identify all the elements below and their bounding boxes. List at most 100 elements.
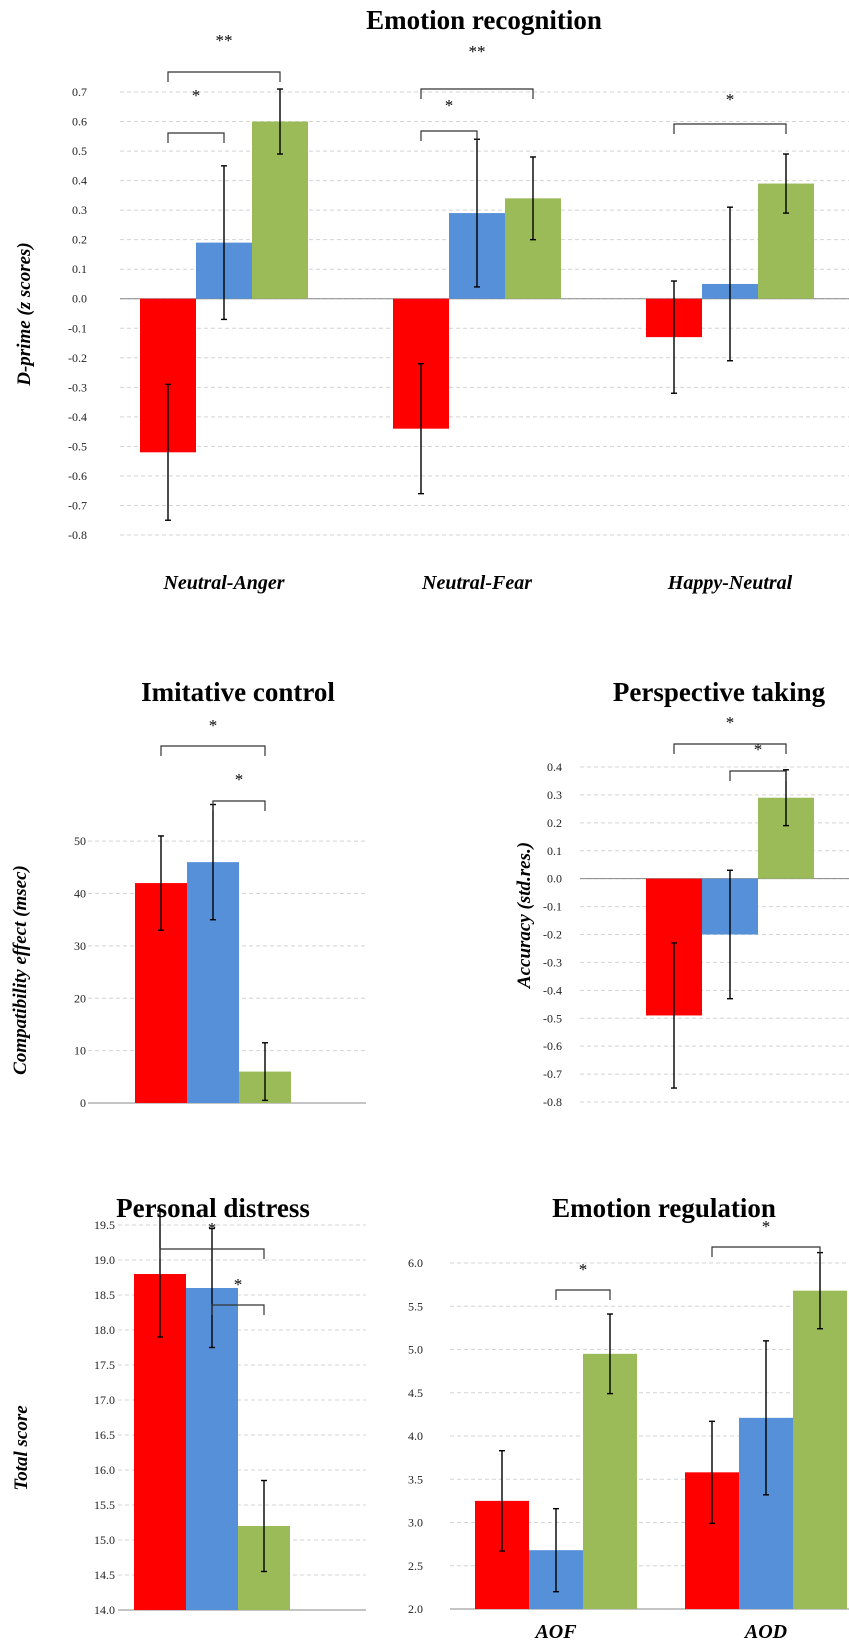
y-tick-label: -0.3 — [543, 955, 562, 969]
significance-marker: * — [754, 740, 763, 759]
y-tick-label: 20 — [74, 991, 86, 1005]
y-tick-label: -0.2 — [68, 351, 87, 365]
significance-marker: * — [235, 770, 244, 789]
significance-bracket — [167, 71, 281, 82]
y-tick-label: 0 — [80, 1096, 86, 1110]
significance-marker: * — [726, 713, 735, 732]
y-tick-label: 10 — [74, 1044, 86, 1058]
y-tick-label: -0.2 — [543, 928, 562, 942]
y-tick-label: 4.0 — [408, 1429, 423, 1443]
chart-4: Personal distress Total score 14.0 14.5 15.0… — [11, 1193, 366, 1617]
y-tick-label: 0.7 — [72, 85, 87, 99]
significance-marker: * — [209, 716, 218, 735]
chart-title: Emotion regulation — [552, 1193, 776, 1223]
category-label: AOF — [533, 1621, 577, 1643]
y-tick-label: 40 — [74, 887, 86, 901]
y-tick-label: 17.0 — [94, 1393, 115, 1407]
significance-bracket — [673, 123, 787, 134]
chart-3: Perspective taking Accuracy (std.res.) -0.… — [514, 677, 849, 1109]
significance-marker: * — [445, 96, 454, 115]
significance-marker: ** — [469, 42, 486, 61]
category-label: Happy-Neutral — [667, 572, 793, 594]
y-tick-label: -0.4 — [543, 983, 562, 997]
y-axis-label: Compatibility effect (msec) — [10, 865, 31, 1075]
y-axis-label: D-prime (z scores) — [14, 242, 35, 387]
y-axis-label: Total score — [11, 1405, 32, 1491]
y-tick-label: 16.0 — [94, 1463, 115, 1477]
y-tick-label: -0.7 — [543, 1067, 562, 1081]
y-tick-label: -0.5 — [68, 439, 87, 453]
bar-series-3 — [583, 1353, 637, 1609]
y-tick-label: 0.1 — [72, 262, 87, 276]
y-tick-label: -0.6 — [68, 469, 87, 483]
y-tick-label: 5.0 — [408, 1343, 423, 1357]
y-tick-label: 0.3 — [72, 203, 87, 217]
chart-title: Emotion recognition — [366, 5, 602, 35]
y-tick-label: 30 — [74, 939, 86, 953]
significance-marker: ** — [216, 31, 233, 50]
chart-5: Emotion regulation 2.0 2.5 3.0 3.5 4.0 4.5 5.0 5… — [408, 1193, 849, 1643]
y-tick-label: 14.0 — [94, 1603, 115, 1617]
y-tick-label: 5.5 — [408, 1299, 423, 1313]
y-tick-label: 0.4 — [547, 760, 562, 774]
y-tick-label: 0.2 — [547, 816, 562, 830]
y-tick-label: 0.3 — [547, 788, 562, 802]
y-tick-label: 0.5 — [72, 144, 87, 158]
chart-2: Imitative control Compatibility effect (m… — [10, 677, 366, 1110]
y-tick-label: 2.0 — [408, 1602, 423, 1616]
significance-marker: * — [208, 1219, 217, 1238]
y-tick-label: -0.8 — [543, 1095, 562, 1109]
y-tick-label: 0.6 — [72, 115, 87, 129]
y-tick-label: -0.3 — [68, 380, 87, 394]
significance-marker: * — [234, 1275, 243, 1294]
category-label: AOD — [743, 1621, 787, 1643]
y-tick-label: 14.5 — [94, 1568, 115, 1582]
y-tick-label: 2.5 — [408, 1559, 423, 1573]
y-tick-label: -0.1 — [68, 321, 87, 335]
y-tick-label: 0.1 — [547, 844, 562, 858]
y-tick-label: 15.0 — [94, 1533, 115, 1547]
significance-bracket — [159, 1248, 265, 1259]
y-tick-label: -0.4 — [68, 410, 87, 424]
y-tick-label: 0.2 — [72, 233, 87, 247]
significance-bracket — [420, 88, 534, 99]
y-tick-label: 18.5 — [94, 1288, 115, 1302]
y-tick-label: 3.5 — [408, 1472, 423, 1486]
y-tick-label: 18.0 — [94, 1323, 115, 1337]
significance-bracket — [420, 130, 478, 141]
significance-marker: * — [579, 1260, 588, 1279]
y-tick-label: 19.0 — [94, 1253, 115, 1267]
y-tick-label: 16.5 — [94, 1428, 115, 1442]
chart-1: Emotion recognition D-prime (z scores) -0.… — [14, 5, 849, 594]
y-tick-label: -0.5 — [543, 1011, 562, 1025]
significance-marker: * — [726, 90, 735, 109]
y-tick-label: 4.5 — [408, 1386, 423, 1400]
y-tick-label: -0.7 — [68, 498, 87, 512]
significance-bracket — [673, 743, 787, 754]
significance-bracket — [160, 745, 266, 756]
y-tick-label: 6.0 — [408, 1256, 423, 1270]
y-tick-label: 0.4 — [72, 174, 87, 188]
y-tick-label: -0.8 — [68, 528, 87, 542]
significance-bracket — [711, 1246, 821, 1257]
y-tick-label: -0.6 — [543, 1039, 562, 1053]
significance-marker: * — [762, 1217, 771, 1236]
y-tick-label: 15.5 — [94, 1498, 115, 1512]
category-label: Neutral-Fear — [421, 572, 532, 594]
significance-bracket — [167, 132, 225, 143]
significance-bracket — [211, 1304, 265, 1315]
significance-marker: * — [192, 86, 201, 105]
chart-title: Imitative control — [141, 677, 335, 707]
y-tick-label: 3.0 — [408, 1516, 423, 1530]
y-tick-label: 17.5 — [94, 1358, 115, 1372]
y-tick-label: 0.0 — [547, 872, 562, 886]
y-tick-label: 50 — [74, 834, 86, 848]
chart-title: Personal distress — [116, 1193, 310, 1223]
significance-bracket — [729, 770, 787, 781]
category-label: Neutral-Anger — [162, 572, 284, 594]
y-tick-label: 19.5 — [94, 1218, 115, 1232]
chart-title: Perspective taking — [613, 677, 826, 707]
y-tick-label: 0.0 — [72, 292, 87, 306]
